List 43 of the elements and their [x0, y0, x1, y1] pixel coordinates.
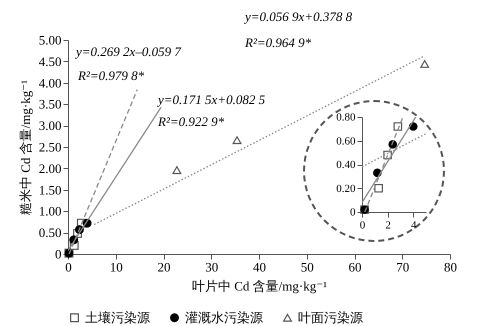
x-axis-title: 叶片中 Cd 含量/mg·kg⁻¹ [192, 278, 328, 294]
x-tick-label: 50 [300, 260, 314, 274]
annotation: y=0.269 2x–0.059 7 [74, 44, 182, 59]
point [172, 166, 182, 174]
legend-label: 灌溉水污染源 [185, 310, 263, 325]
y-tick-label: 2.50 [38, 140, 62, 154]
y-axis-title: 糙米中 Cd 含量/mg·kg⁻¹ [18, 80, 33, 215]
x-tick-label: 70 [396, 260, 410, 274]
y-tick-label: 1.50 [38, 182, 62, 198]
annotation: R²=0.922 9* [157, 114, 225, 129]
x-tick-label: 40 [253, 260, 266, 274]
y-tick-label: 0.80 [336, 112, 356, 124]
x-tick-label: 60 [348, 260, 362, 274]
annotation: R²=0.964 9* [244, 35, 312, 50]
y-tick-label: 0.50 [38, 225, 62, 240]
y-tick-label: 0.20 [336, 182, 356, 195]
legend-label: 土壤污染源 [85, 310, 150, 325]
point [232, 136, 242, 144]
y-tick-label: 4.50 [38, 54, 62, 69]
y-tick-label: 0.40 [336, 159, 356, 171]
legend-label: 叶面污染源 [298, 310, 363, 325]
annotation: R²=0.979 8* [77, 68, 145, 83]
y-tick-label: 0 [350, 206, 356, 218]
text: y=0.056 9x+0.378 8 [243, 9, 353, 24]
y-tick-label: 1.00 [38, 204, 62, 219]
y-tick-label: 5.00 [38, 32, 62, 48]
x-tick-label: 4 [410, 220, 417, 232]
x-tick-label: 0 [65, 260, 72, 274]
point [420, 60, 430, 68]
x-tick-label: 30 [205, 260, 218, 274]
x-tick-label: 0 [360, 220, 366, 232]
y-tick-label: 2.00 [38, 160, 62, 176]
point [374, 184, 383, 193]
y-tick-label: 3.50 [38, 96, 62, 112]
y-tick-label: 3.00 [38, 118, 62, 134]
y-tick-label: 0.60 [336, 135, 356, 148]
x-tick-label: 20 [158, 260, 170, 274]
x-tick-label: 10 [110, 260, 123, 274]
x-tick-label: 2 [385, 220, 391, 232]
annotation: y=0.171 5x+0.082 5 [156, 92, 266, 107]
y-tick-label: 4.00 [38, 75, 62, 90]
y-tick-label: 0 [55, 246, 62, 262]
x-tick-label: 80 [444, 260, 457, 274]
